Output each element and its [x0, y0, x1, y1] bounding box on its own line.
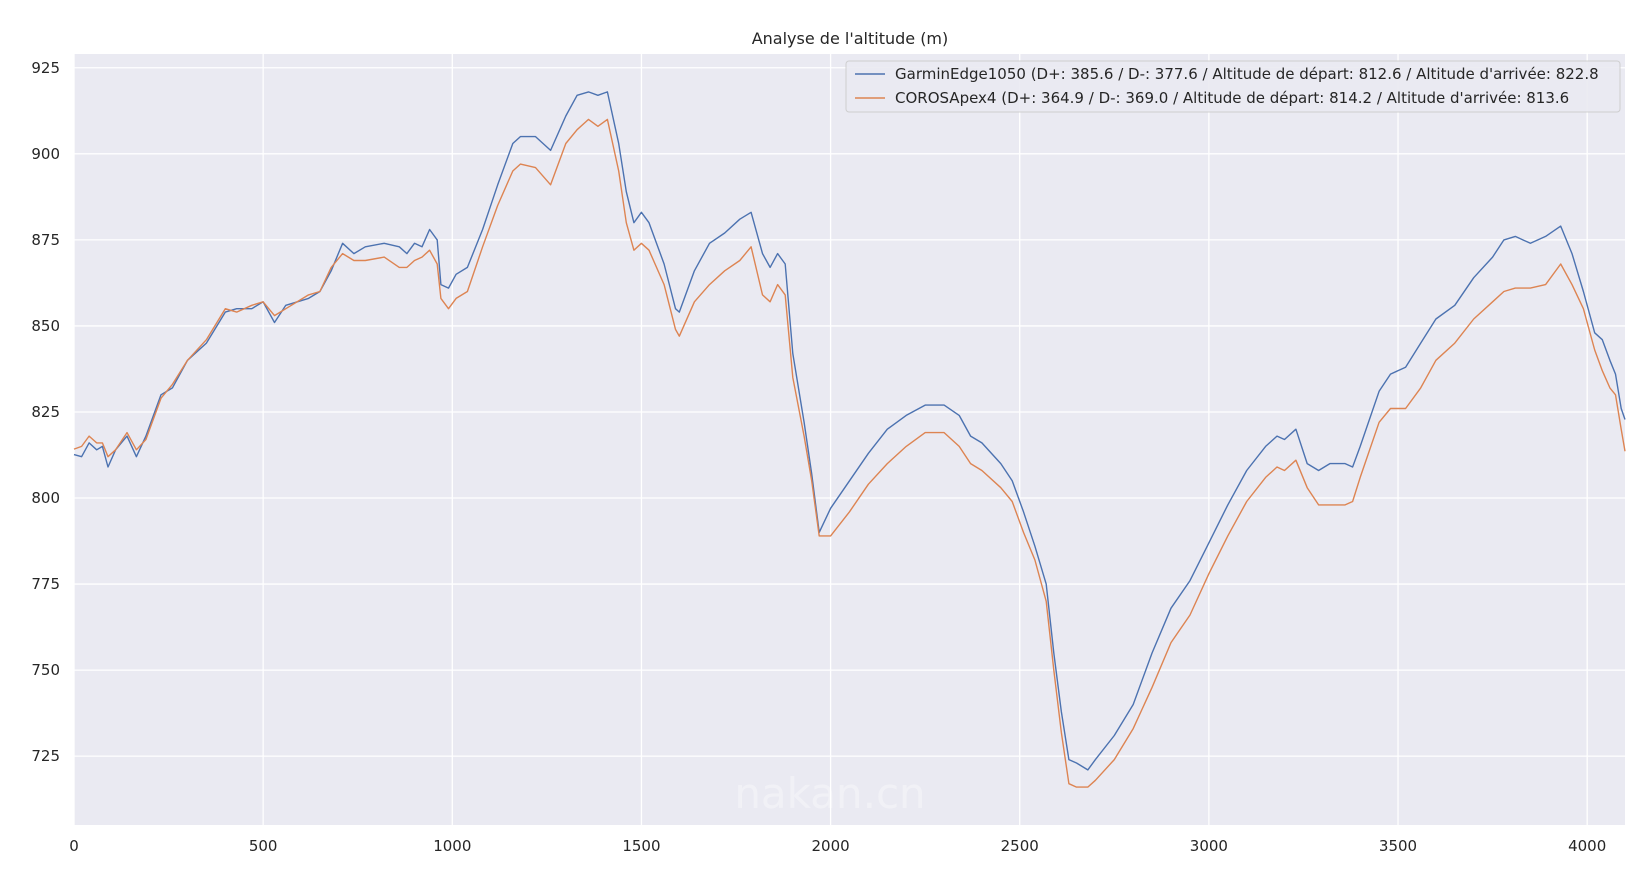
y-tick-label: 825	[31, 403, 60, 421]
x-tick-label: 1500	[622, 837, 660, 855]
series-line-coros	[73, 118, 1626, 788]
legend-box	[845, 60, 1621, 113]
x-tick-label: 3000	[1190, 837, 1228, 855]
legend-label-coros: COROSApex4 (D+: 364.9 / D-: 369.0 / Alti…	[895, 89, 1569, 107]
y-tick-label: 875	[31, 231, 60, 249]
x-tick-label: 4000	[1568, 837, 1606, 855]
y-tick-label: 925	[31, 59, 60, 77]
y-tick-label: 775	[31, 575, 60, 593]
legend: GarminEdge1050 (D+: 385.6 / D-: 377.6 / …	[845, 60, 1621, 113]
watermark: nakan.cn	[734, 769, 925, 818]
chart-title: Analyse de l'altitude (m)	[752, 29, 949, 48]
x-tick-label: 0	[69, 837, 79, 855]
x-tick-label: 2000	[811, 837, 849, 855]
x-tick-label: 3500	[1379, 837, 1417, 855]
y-tick-label: 750	[31, 661, 60, 679]
x-axis-ticks: 0 500 1000 1500 2000 2500 3000 3500 4000	[69, 837, 1606, 855]
y-axis-ticks: 725 750 775 800 825 850 875 900 925	[31, 59, 60, 765]
x-tick-label: 500	[249, 837, 278, 855]
series-lines	[73, 91, 1626, 788]
y-tick-label: 725	[31, 747, 60, 765]
y-tick-label: 900	[31, 145, 60, 163]
x-tick-label: 2500	[1001, 837, 1039, 855]
y-tick-label: 800	[31, 489, 60, 507]
x-tick-label: 1000	[433, 837, 471, 855]
plot-area	[74, 54, 1625, 825]
legend-label-garmin: GarminEdge1050 (D+: 385.6 / D-: 377.6 / …	[895, 65, 1599, 83]
y-tick-label: 850	[31, 317, 60, 335]
